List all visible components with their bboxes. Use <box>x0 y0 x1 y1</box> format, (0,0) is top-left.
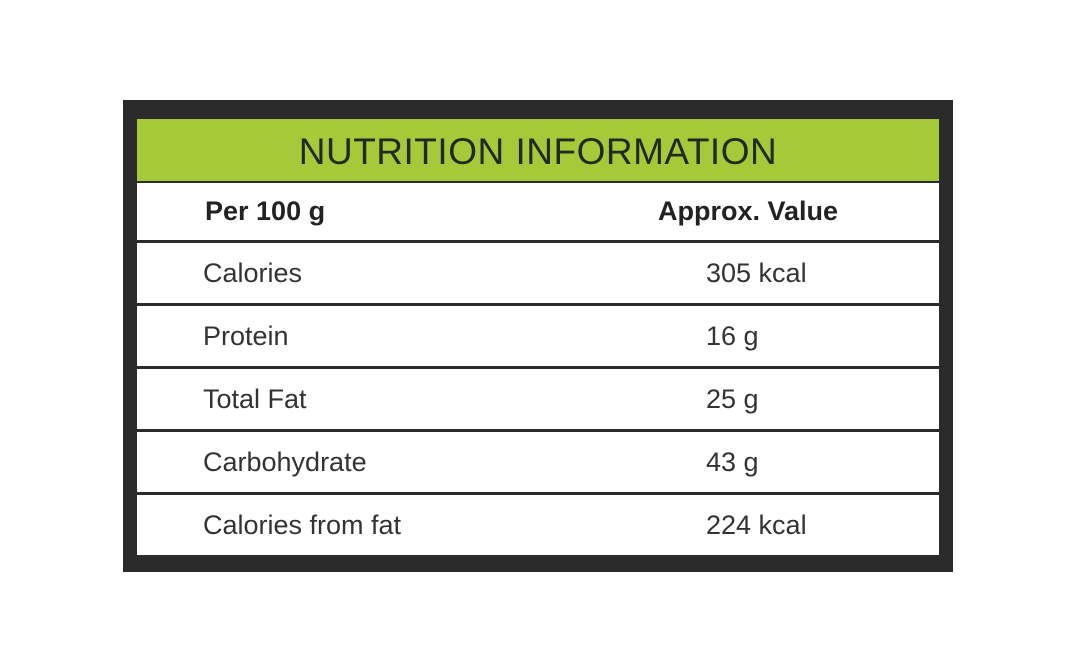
table-title: NUTRITION INFORMATION <box>298 131 778 172</box>
title-bar: NUTRITION INFORMATION <box>137 119 939 181</box>
table-row: Calories from fat 224 kcal <box>137 495 939 555</box>
nutrient-name: Protein <box>203 320 289 351</box>
nutrition-table: NUTRITION INFORMATION Per 100 g Approx. … <box>137 119 939 555</box>
nutrient-value: 305 kcal <box>706 257 807 288</box>
nutrient-value: 43 g <box>706 446 759 477</box>
table-header-row: Per 100 g Approx. Value <box>137 183 939 240</box>
table-row: Carbohydrate 43 g <box>137 432 939 492</box>
table-row: Protein 16 g <box>137 306 939 366</box>
nutrient-name: Calories <box>203 257 303 288</box>
table-row: Calories 305 kcal <box>137 243 939 303</box>
nutrition-label: NUTRITION INFORMATION Per 100 g Approx. … <box>123 100 953 572</box>
table-row: Total Fat 25 g <box>137 369 939 429</box>
nutrient-value: 25 g <box>706 383 759 414</box>
nutrient-name: Total Fat <box>203 383 307 414</box>
nutrient-value: 224 kcal <box>706 509 807 540</box>
nutrient-name: Calories from fat <box>203 509 402 540</box>
column-header-approx-value: Approx. Value <box>658 196 839 226</box>
nutrient-name: Carbohydrate <box>203 446 367 477</box>
column-header-per-100g: Per 100 g <box>205 196 326 226</box>
nutrient-value: 16 g <box>706 320 759 351</box>
